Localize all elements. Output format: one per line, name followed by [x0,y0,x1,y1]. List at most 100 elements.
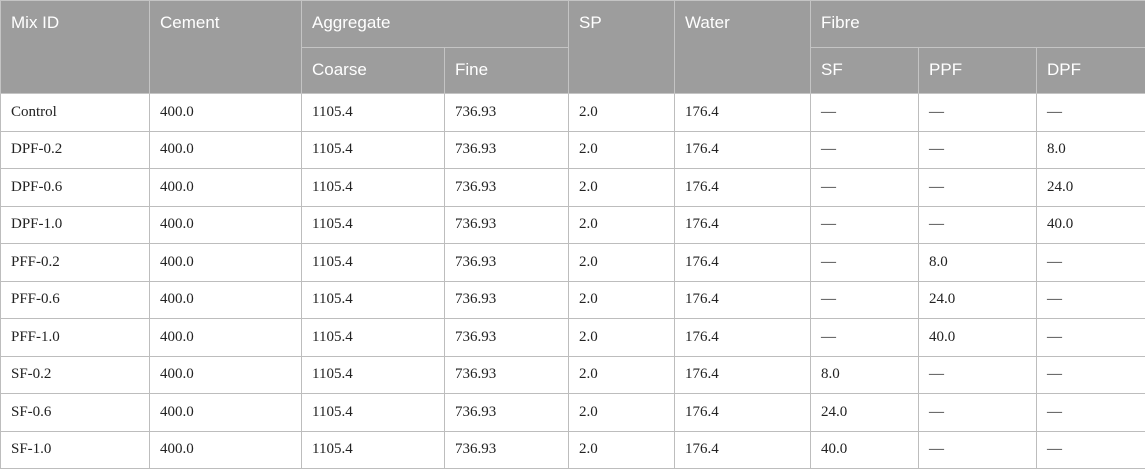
cell-mix-id: SF-1.0 [1,431,150,469]
cell-sf: 8.0 [811,356,919,394]
cell-fine: 736.93 [445,94,569,132]
cell-fine: 736.93 [445,281,569,319]
cell-mix-id: SF-0.2 [1,356,150,394]
cell-water: 176.4 [675,169,811,207]
cell-dpf: 24.0 [1037,169,1145,207]
cell-ppf: — [919,206,1037,244]
header-row-top: Mix ID Cement Aggregate SP Water Fibre [1,1,1145,48]
cell-sf: 24.0 [811,394,919,432]
cell-water: 176.4 [675,131,811,169]
cell-cement: 400.0 [150,319,302,357]
header-mix-id: Mix ID [1,1,150,94]
cell-sp: 2.0 [569,281,675,319]
cell-dpf: 40.0 [1037,206,1145,244]
cell-cement: 400.0 [150,244,302,282]
cell-water: 176.4 [675,431,811,469]
cell-ppf: — [919,131,1037,169]
cell-cement: 400.0 [150,281,302,319]
header-coarse: Coarse [302,48,445,94]
cell-sp: 2.0 [569,94,675,132]
cell-fine: 736.93 [445,319,569,357]
cell-cement: 400.0 [150,94,302,132]
cell-water: 176.4 [675,356,811,394]
cell-sp: 2.0 [569,206,675,244]
cell-water: 176.4 [675,244,811,282]
cell-coarse: 1105.4 [302,394,445,432]
cell-coarse: 1105.4 [302,431,445,469]
cell-mix-id: PFF-0.6 [1,281,150,319]
cell-cement: 400.0 [150,356,302,394]
cell-coarse: 1105.4 [302,356,445,394]
cell-mix-id: PFF-1.0 [1,319,150,357]
cell-ppf: 8.0 [919,244,1037,282]
cell-sf: — [811,319,919,357]
cell-cement: 400.0 [150,206,302,244]
cell-water: 176.4 [675,94,811,132]
cell-fine: 736.93 [445,131,569,169]
cell-sf: — [811,131,919,169]
cell-cement: 400.0 [150,131,302,169]
cell-sp: 2.0 [569,356,675,394]
cell-cement: 400.0 [150,431,302,469]
cell-dpf: 8.0 [1037,131,1145,169]
cell-mix-id: DPF-1.0 [1,206,150,244]
cell-sf: — [811,94,919,132]
cell-coarse: 1105.4 [302,169,445,207]
header-dpf: DPF [1037,48,1145,94]
cell-fine: 736.93 [445,394,569,432]
header-aggregate: Aggregate [302,1,569,48]
cell-coarse: 1105.4 [302,244,445,282]
header-sf: SF [811,48,919,94]
cell-dpf: — [1037,281,1145,319]
cell-ppf: 40.0 [919,319,1037,357]
cell-water: 176.4 [675,394,811,432]
cell-coarse: 1105.4 [302,131,445,169]
cell-fine: 736.93 [445,244,569,282]
cell-fine: 736.93 [445,431,569,469]
cell-sf: — [811,206,919,244]
cell-sf: — [811,169,919,207]
cell-sf: 40.0 [811,431,919,469]
cell-dpf: — [1037,94,1145,132]
cell-cement: 400.0 [150,169,302,207]
cell-ppf: — [919,356,1037,394]
cell-sp: 2.0 [569,394,675,432]
cell-dpf: — [1037,319,1145,357]
cell-fine: 736.93 [445,206,569,244]
cell-coarse: 1105.4 [302,281,445,319]
cell-sp: 2.0 [569,431,675,469]
cell-sf: — [811,281,919,319]
cell-sp: 2.0 [569,319,675,357]
cell-fine: 736.93 [445,169,569,207]
cell-mix-id: PFF-0.2 [1,244,150,282]
cell-dpf: — [1037,356,1145,394]
cell-mix-id: DPF-0.6 [1,169,150,207]
cell-coarse: 1105.4 [302,94,445,132]
cell-fine: 736.93 [445,356,569,394]
cell-mix-id: DPF-0.2 [1,131,150,169]
cell-cement: 400.0 [150,394,302,432]
cell-coarse: 1105.4 [302,206,445,244]
header-cement: Cement [150,1,302,94]
cell-sp: 2.0 [569,169,675,207]
cell-ppf: — [919,169,1037,207]
cell-mix-id: Control [1,94,150,132]
cell-water: 176.4 [675,319,811,357]
cell-ppf: 24.0 [919,281,1037,319]
cell-ppf: — [919,431,1037,469]
cell-ppf: — [919,94,1037,132]
header-water: Water [675,1,811,94]
cell-ppf: — [919,394,1037,432]
